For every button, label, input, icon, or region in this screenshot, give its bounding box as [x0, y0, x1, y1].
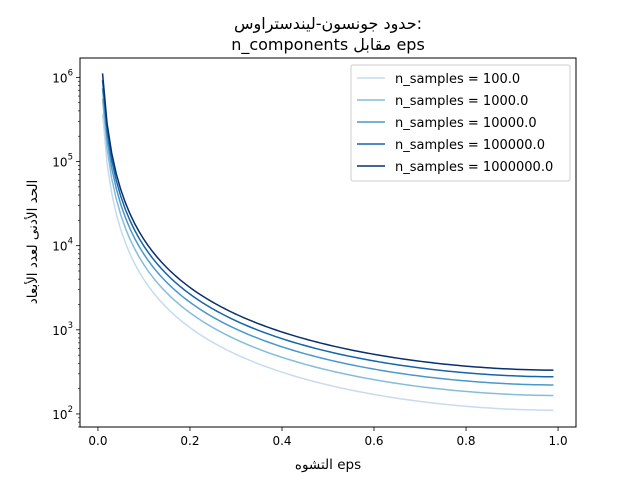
x-tick-label-4: 0.8 [456, 434, 475, 448]
series-line-2 [101, 98, 554, 397]
legend-box [350, 64, 571, 182]
series-line-1 [101, 113, 554, 412]
chart-title-line-1: حدود جونسون-ليندستراوس: [234, 14, 422, 34]
x-tick-label-5: 1.0 [549, 434, 568, 448]
y-tick-label-exponent-1: 3 [68, 321, 73, 331]
series-group [101, 73, 554, 412]
y-tick-label-exponent-4: 6 [68, 68, 73, 78]
y-tick-label-base-0: 10 [52, 408, 67, 422]
y-tick-label-4: 106 [52, 68, 73, 85]
legend-label-2: n_samples = 1000.0 [395, 94, 528, 109]
legend-label-5: n_samples = 1000000.0 [395, 160, 553, 175]
y-tick-label-exponent-0: 2 [68, 405, 73, 415]
x-axis-ticks: 0.0 0.2 0.4 0.6 0.8 1.0 [88, 427, 568, 448]
plot-area [79, 57, 577, 428]
y-tick-label-base-3: 10 [52, 156, 67, 170]
x-tick-label-2: 0.4 [272, 434, 291, 448]
legend: n_samples = 100.0 n_samples = 1000.0 n_sam… [350, 64, 571, 182]
y-tick-label-base-1: 10 [52, 324, 67, 338]
legend-label-1: n_samples = 100.0 [395, 72, 520, 87]
x-axis-label: التشوه eps [295, 457, 361, 473]
series-line-3 [101, 88, 554, 386]
legend-label-3: n_samples = 10000.0 [395, 116, 537, 131]
series-line-4 [101, 80, 554, 378]
x-tick-label-0: 0.0 [88, 434, 107, 448]
y-tick-label-base-2: 10 [52, 240, 67, 254]
axes-frame [79, 57, 577, 428]
x-tick-label-3: 0.6 [364, 434, 383, 448]
y-tick-label-exponent-3: 5 [68, 153, 73, 163]
series-line-5 [101, 73, 554, 371]
y-tick-label-exponent-2: 4 [68, 237, 73, 247]
chart-title-line-2: n_components مقابل eps [231, 35, 425, 55]
y-axis-label: الحد الأدنى لعدد الأبعاد [24, 180, 41, 305]
y-tick-label-2: 104 [52, 237, 73, 254]
x-tick-label-1: 0.2 [180, 434, 199, 448]
y-tick-label-3: 105 [52, 153, 73, 170]
y-tick-label-1: 103 [52, 321, 73, 338]
y-tick-label-0: 102 [52, 405, 73, 422]
y-tick-label-base-4: 10 [52, 71, 67, 85]
legend-label-4: n_samples = 100000.0 [395, 138, 545, 153]
